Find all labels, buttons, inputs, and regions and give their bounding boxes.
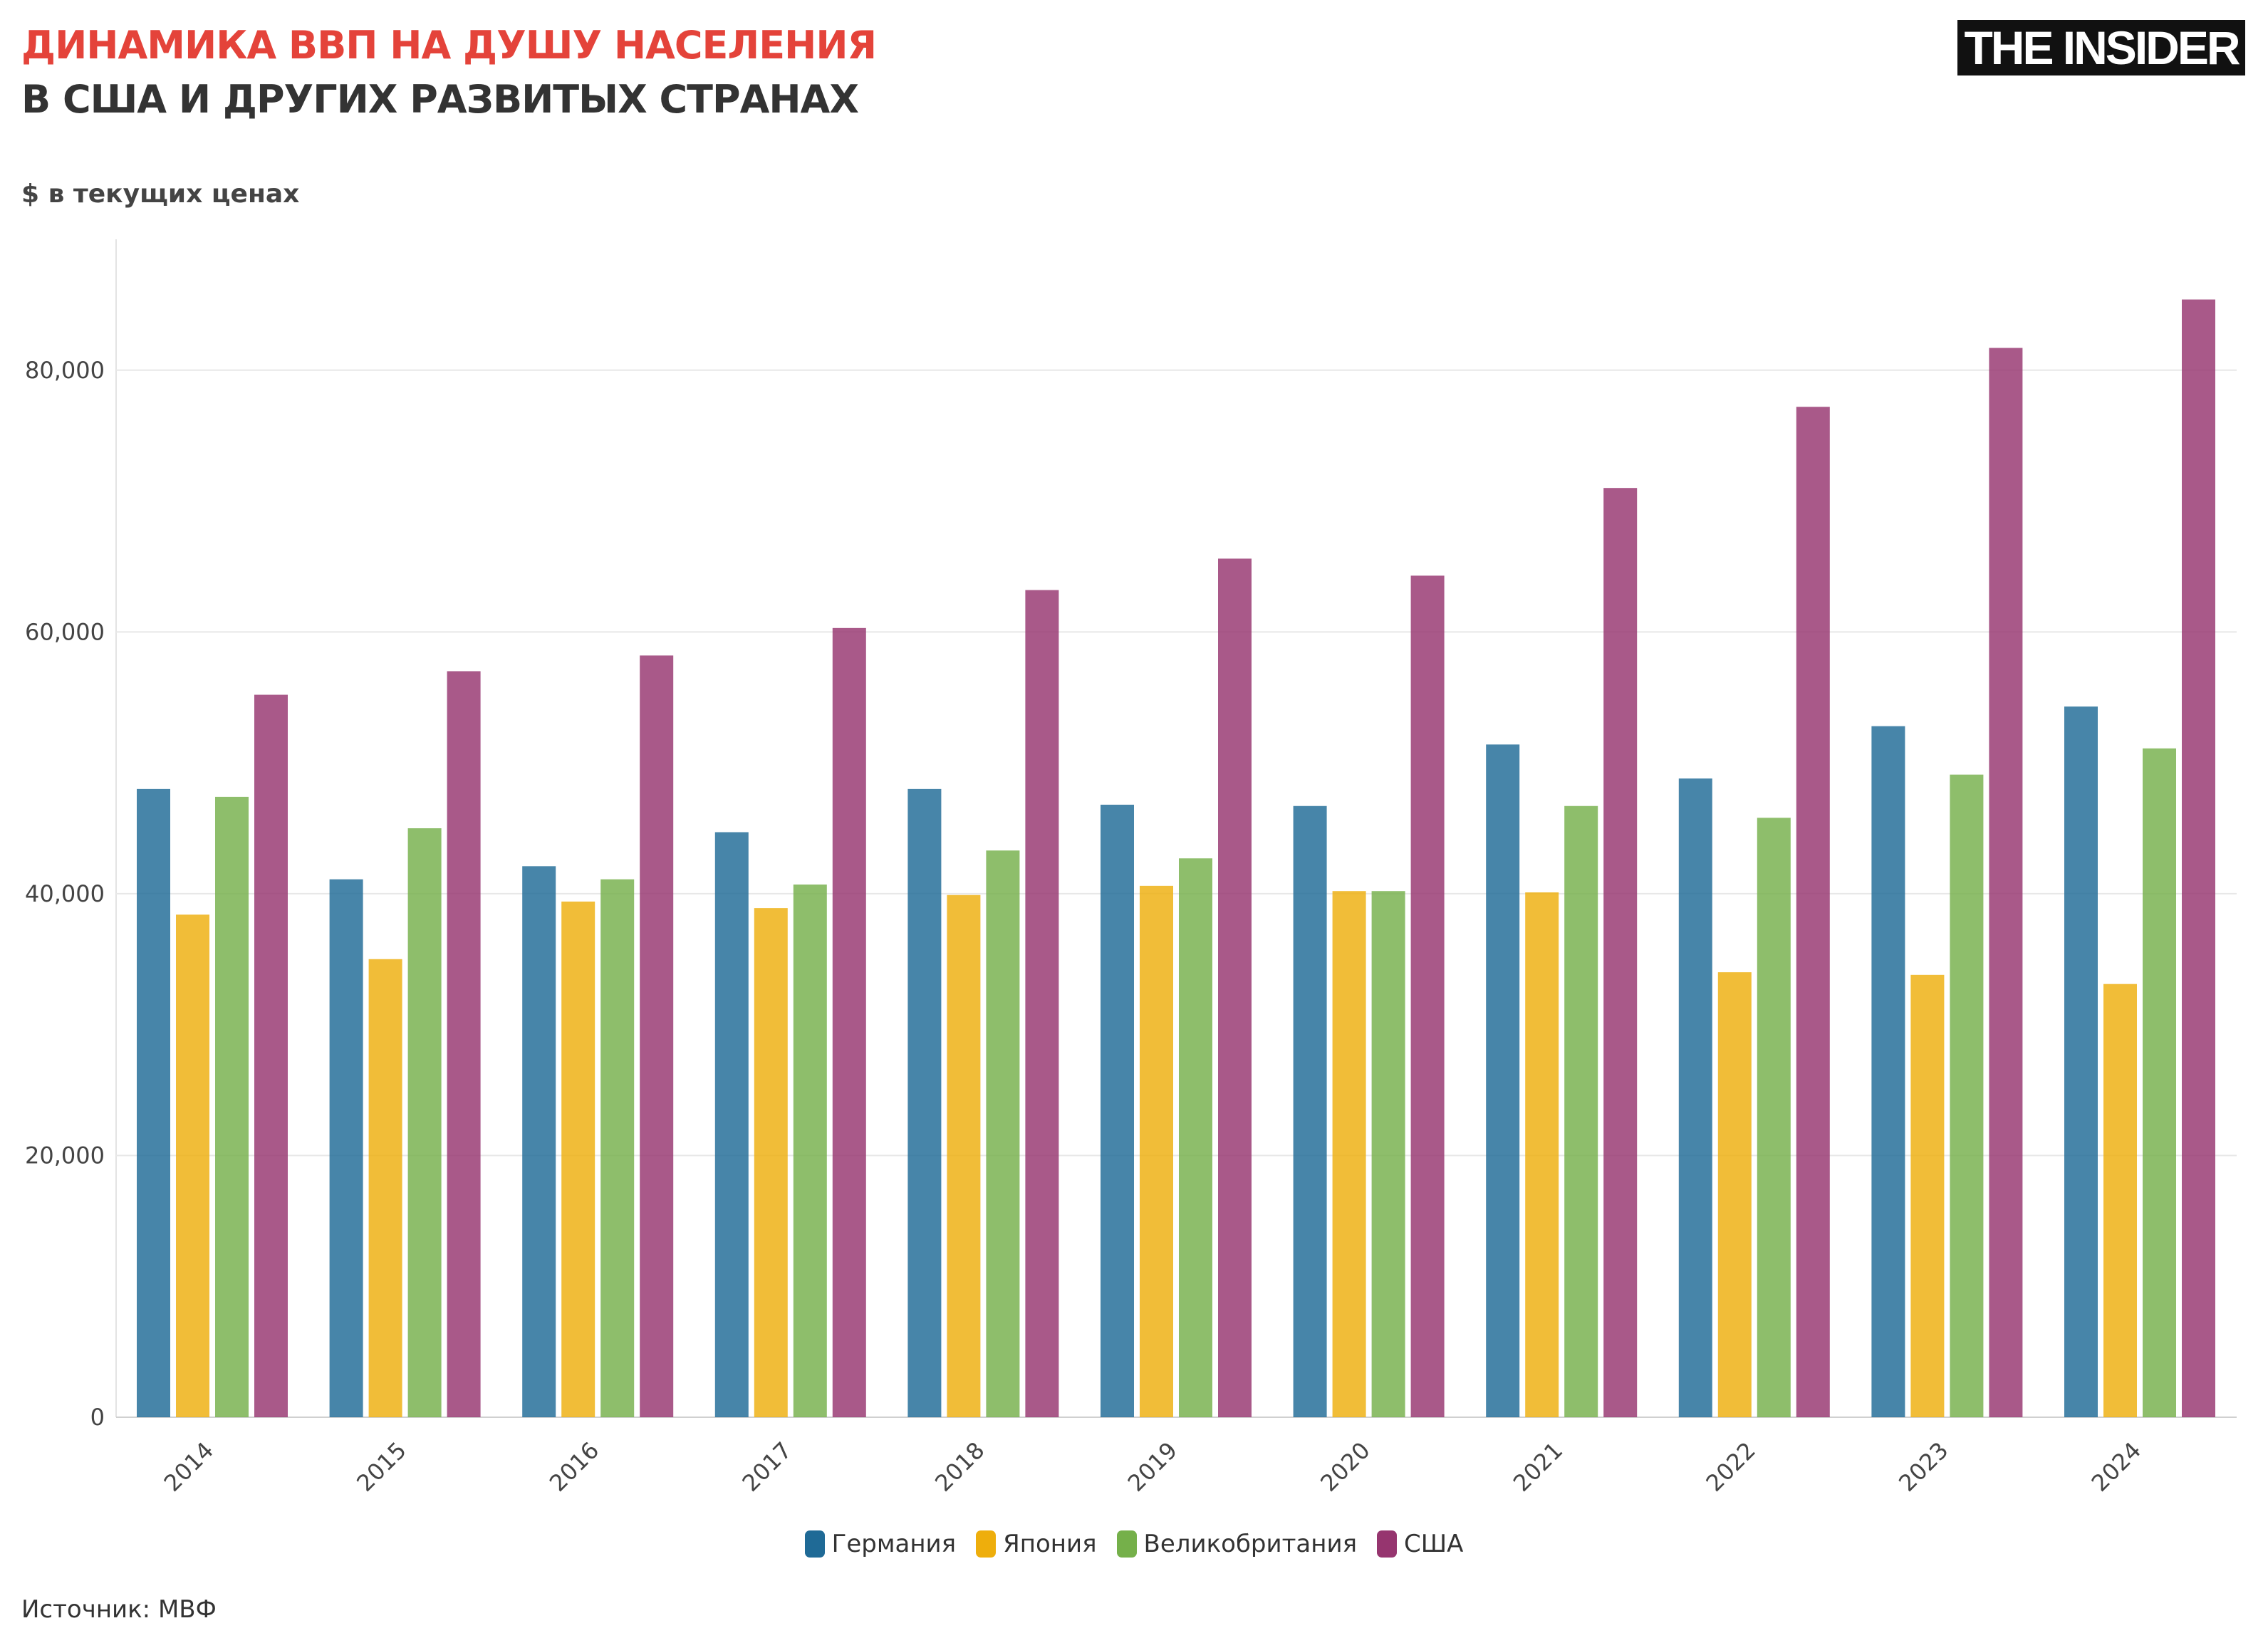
bar bbox=[1796, 407, 1830, 1417]
bar bbox=[1140, 885, 1173, 1417]
bar bbox=[1603, 488, 1638, 1418]
bar bbox=[2182, 299, 2215, 1417]
bar bbox=[907, 788, 942, 1417]
bar bbox=[1871, 726, 1905, 1417]
bar bbox=[1950, 774, 1984, 1417]
bar bbox=[832, 627, 866, 1417]
bar bbox=[714, 832, 749, 1417]
bar bbox=[1717, 972, 1752, 1417]
bar bbox=[176, 914, 209, 1417]
x-tick-label: 2017 bbox=[737, 1436, 797, 1496]
bar bbox=[1101, 804, 1134, 1417]
legend-swatch bbox=[1377, 1530, 1398, 1558]
bar bbox=[1486, 744, 1520, 1417]
x-tick-label: 2016 bbox=[544, 1436, 604, 1496]
x-tick-label: 2021 bbox=[1508, 1436, 1568, 1496]
bar bbox=[522, 866, 556, 1417]
bar bbox=[368, 959, 402, 1417]
chart-title: ДИНАМИКА ВВП НА ДУШУ НАСЕЛЕНИЯ bbox=[21, 23, 877, 68]
bar bbox=[2143, 748, 2176, 1417]
legend-label: Япония bbox=[1003, 1530, 1097, 1558]
y-axis-unit-label: $ в текущих ценах bbox=[21, 179, 300, 209]
x-tick-label: 2020 bbox=[1315, 1436, 1375, 1496]
x-tick-label: 2015 bbox=[351, 1436, 411, 1496]
bar bbox=[640, 655, 674, 1417]
x-tick-label: 2019 bbox=[1123, 1436, 1182, 1496]
legend-item[interactable]: Германия bbox=[804, 1530, 957, 1558]
bar bbox=[986, 850, 1020, 1417]
bar bbox=[600, 879, 635, 1417]
bar bbox=[1410, 575, 1445, 1418]
x-tick-label: 2014 bbox=[159, 1436, 219, 1496]
y-tick-label: 80,000 bbox=[25, 357, 105, 384]
legend-label: США bbox=[1404, 1530, 1464, 1558]
y-tick-label: 20,000 bbox=[25, 1142, 105, 1169]
bar bbox=[215, 796, 249, 1417]
legend-swatch bbox=[804, 1530, 825, 1558]
legend: Германия Япония Великобритания США bbox=[0, 1530, 2268, 1558]
bar bbox=[1989, 348, 2023, 1418]
source-note: Источник: МВФ bbox=[21, 1595, 217, 1624]
bar bbox=[1179, 858, 1212, 1417]
bar bbox=[2103, 984, 2137, 1417]
legend-item[interactable]: Великобритания bbox=[1116, 1530, 1358, 1558]
y-tick-label: 40,000 bbox=[25, 880, 105, 907]
y-tick-label: 60,000 bbox=[25, 618, 105, 645]
bar bbox=[1025, 590, 1059, 1417]
x-tick-label: 2024 bbox=[2086, 1436, 2146, 1496]
bar bbox=[1678, 778, 1712, 1417]
y-tick-label: 0 bbox=[90, 1404, 105, 1431]
x-tick-label: 2018 bbox=[930, 1436, 989, 1496]
bar bbox=[754, 908, 788, 1417]
legend-label: Великобритания bbox=[1143, 1530, 1358, 1558]
bar bbox=[1218, 558, 1252, 1418]
bar bbox=[254, 694, 288, 1417]
bar bbox=[947, 894, 981, 1417]
legend-item[interactable]: США bbox=[1377, 1530, 1463, 1558]
bar bbox=[2064, 706, 2098, 1417]
bar bbox=[1910, 974, 1945, 1417]
x-tick-label: 2023 bbox=[1893, 1436, 1953, 1496]
bar bbox=[1757, 818, 1791, 1417]
bar bbox=[407, 828, 442, 1417]
bar bbox=[561, 901, 595, 1417]
legend-item[interactable]: Япония bbox=[976, 1530, 1097, 1558]
legend-swatch bbox=[1116, 1530, 1137, 1558]
bar bbox=[1525, 892, 1559, 1417]
x-tick-label: 2022 bbox=[1701, 1436, 1761, 1496]
bar bbox=[1371, 891, 1405, 1417]
bar bbox=[793, 885, 827, 1417]
bar bbox=[447, 671, 481, 1417]
legend-label: Германия bbox=[831, 1530, 957, 1558]
chart-subtitle: В США И ДРУГИХ РАЗВИТЫХ СТРАНАХ bbox=[21, 77, 859, 122]
bar bbox=[1564, 805, 1598, 1417]
the-insider-logo: THE INSIDER bbox=[1957, 20, 2245, 75]
bar bbox=[137, 788, 170, 1417]
bar bbox=[1332, 891, 1366, 1417]
bar bbox=[329, 879, 363, 1417]
bar bbox=[1293, 805, 1327, 1417]
legend-swatch bbox=[976, 1530, 997, 1558]
